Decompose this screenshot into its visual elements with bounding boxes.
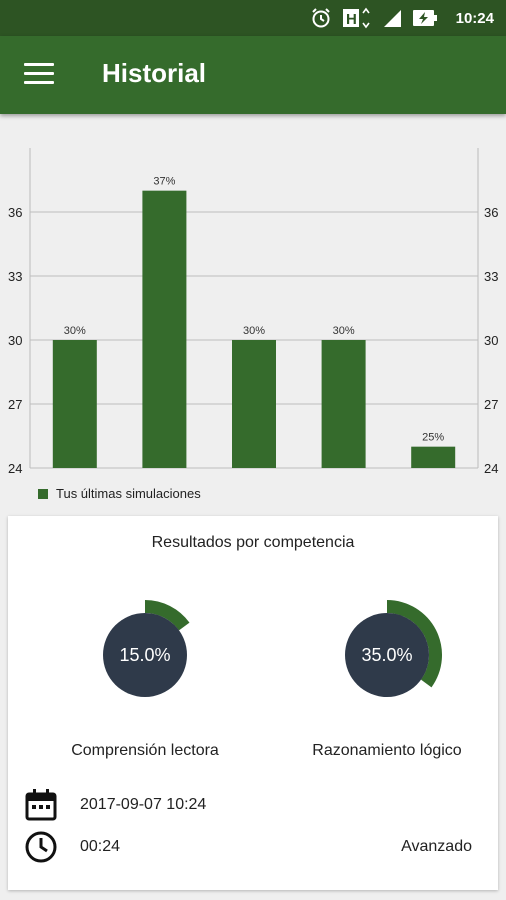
- y-tick-label-right: 30: [484, 333, 498, 348]
- status-time: 10:24: [455, 9, 494, 27]
- progress-arc: [387, 600, 442, 688]
- legend-label: Tus últimas simulaciones: [56, 486, 201, 501]
- chart-legend: Tus últimas simulaciones: [38, 486, 201, 501]
- bar-data-label: 37%: [153, 176, 175, 188]
- svg-text:H: H: [346, 11, 357, 28]
- results-title: Resultados por competencia: [151, 534, 355, 551]
- ring-center: [103, 613, 187, 697]
- bar-data-label: 30%: [64, 325, 86, 337]
- competency-value: 15.0%: [119, 644, 171, 665]
- result-duration: 00:24: [80, 838, 121, 855]
- calendar-icon: [25, 789, 57, 821]
- y-tick-label-right: 36: [484, 205, 498, 220]
- y-tick-label-left: 30: [8, 333, 22, 348]
- competency-label: Razonamiento lógico: [312, 742, 462, 759]
- y-tick-label-left: 33: [8, 269, 22, 284]
- bar[interactable]: [52, 340, 97, 468]
- legend-swatch: [38, 488, 48, 499]
- results-card: Resultados por competencia 15.0% Compren…: [8, 516, 498, 890]
- battery-charging-icon: [412, 10, 437, 26]
- progress-ring: [103, 600, 190, 697]
- menu-icon[interactable]: [24, 63, 54, 87]
- progress-ring: [345, 600, 442, 697]
- competency-value: 35.0%: [361, 644, 413, 665]
- date-row: 2017-09-07 10:24: [24, 788, 206, 822]
- y-tick-label-right: 27: [484, 397, 498, 412]
- y-tick-label-left: 24: [8, 461, 22, 476]
- competency-ring-comprension: 15.0%: [90, 600, 200, 710]
- progress-arc: [145, 600, 190, 631]
- bar[interactable]: [232, 340, 276, 468]
- bar[interactable]: [142, 190, 187, 468]
- ring-center: [345, 613, 429, 697]
- y-tick-label-right: 24: [484, 461, 498, 476]
- duration-row: 00:24: [24, 830, 120, 864]
- result-level: Avanzado: [401, 838, 472, 855]
- clock-icon: [25, 831, 57, 863]
- alarm-icon: [311, 8, 330, 28]
- y-tick-label-left: 27: [8, 397, 22, 412]
- y-tick-label-left: 36: [8, 205, 22, 220]
- bar-data-label: 25%: [422, 432, 444, 444]
- result-date: 2017-09-07 10:24: [80, 796, 207, 813]
- competency-ring-razonamiento: 35.0%: [332, 600, 442, 710]
- competency-label: Comprensión lectora: [71, 742, 219, 759]
- bar[interactable]: [321, 340, 366, 468]
- status-bar: H 10:24: [0, 0, 506, 36]
- app-bar: Historial: [0, 36, 506, 114]
- bar-data-label: 30%: [243, 325, 265, 337]
- bar-data-label: 30%: [333, 325, 355, 337]
- history-bar-chart: 24 24 27 27 30 30 33 33 36 36 30% 37% 30% 30% 25% Tus …: [0, 130, 506, 510]
- bar[interactable]: [411, 446, 456, 468]
- y-tick-label-right: 33: [484, 269, 498, 284]
- bar-chart-canvas: 24 24 27 27 30 30 33 33 36 36 30% 37% 30% 30% 25%: [8, 148, 498, 476]
- page-title: Historial: [102, 58, 207, 88]
- h-plus-network-icon: H: [342, 7, 370, 29]
- signal-icon: [383, 10, 401, 27]
